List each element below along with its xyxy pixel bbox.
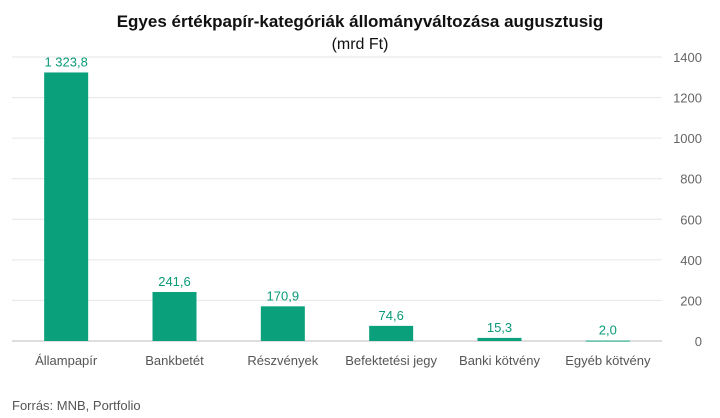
source-note: Forrás: MNB, Portfolio xyxy=(12,398,141,413)
bar xyxy=(369,325,414,341)
y-tick-label: 0 xyxy=(695,334,702,349)
category-label: Egyéb kötvény xyxy=(565,353,651,368)
bar xyxy=(585,340,630,342)
data-label: 74,6 xyxy=(379,308,404,323)
category-label: Állampapír xyxy=(35,353,98,368)
bar xyxy=(44,72,89,342)
data-label: 2,0 xyxy=(599,323,617,338)
y-tick-label: 600 xyxy=(680,212,702,227)
y-tick-label: 1400 xyxy=(673,50,702,65)
data-label: 170,9 xyxy=(267,288,300,303)
y-tick-label: 1000 xyxy=(673,131,702,146)
y-tick-label: 1200 xyxy=(673,91,702,106)
data-label: 241,6 xyxy=(158,274,191,289)
category-label: Részvények xyxy=(247,353,318,368)
data-label: 15,3 xyxy=(487,320,512,335)
chart-title: Egyes értékpapír-kategóriák állományvált… xyxy=(116,12,604,31)
data-label: 1 323,8 xyxy=(44,54,87,69)
chart-subtitle: (mrd Ft) xyxy=(331,36,389,53)
category-label: Banki kötvény xyxy=(459,353,540,368)
y-tick-label: 400 xyxy=(680,253,702,268)
category-label: Befektetési jegy xyxy=(345,353,437,368)
y-tick-label: 200 xyxy=(680,293,702,308)
category-label: Bankbetét xyxy=(145,353,204,368)
bar xyxy=(152,291,197,341)
bar xyxy=(260,306,305,341)
bar xyxy=(477,337,522,341)
y-tick-label: 800 xyxy=(680,172,702,187)
